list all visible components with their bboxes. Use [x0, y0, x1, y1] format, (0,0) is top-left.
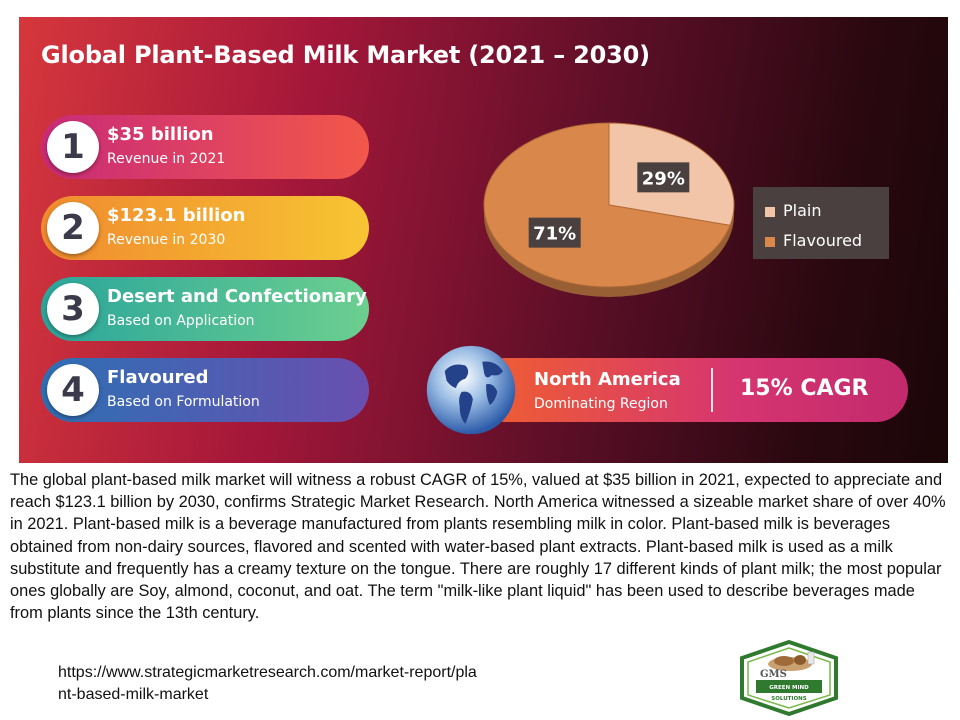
- source-link[interactable]: https://www.strategicmarketresearch.com/…: [58, 664, 477, 703]
- pie-data-label: 71%: [528, 217, 581, 248]
- highlight-value: $123.1 billion: [107, 205, 246, 226]
- legend-swatch-plain: [765, 206, 775, 217]
- highlight-number: 4: [47, 364, 99, 416]
- highlight-value: $35 billion: [107, 124, 214, 145]
- highlight-formulation: 4 Flavoured Based on Formulation: [41, 358, 369, 422]
- globe-icon: [426, 345, 516, 435]
- description-paragraph: The global plant-based milk market will …: [10, 471, 946, 623]
- highlight-revenue-2030: 2 $123.1 billion Revenue in 2030: [41, 196, 369, 260]
- gms-logo: GMS GREEN MIND SOLUTIONS: [740, 640, 838, 716]
- infographic-title: Global Plant-Based Milk Market (2021 – 2…: [41, 41, 650, 69]
- highlight-label: Based on Application: [107, 313, 255, 329]
- legend-item-plain: Plain: [765, 201, 821, 220]
- highlight-number: 1: [47, 121, 99, 173]
- infographic-panel: Global Plant-Based Milk Market (2021 – 2…: [19, 17, 948, 463]
- pie-data-label: 29%: [637, 162, 690, 193]
- pie-chart: 29% 71%: [483, 122, 735, 297]
- svg-text:71%: 71%: [533, 224, 576, 245]
- svg-text:GREEN MIND: GREEN MIND: [769, 685, 809, 691]
- legend-swatch-flavoured: [765, 236, 775, 247]
- highlight-label: Revenue in 2030: [107, 232, 226, 248]
- highlight-number: 3: [47, 283, 99, 335]
- legend-label: Flavoured: [783, 231, 863, 250]
- cagr-value: 15% CAGR: [740, 376, 869, 401]
- svg-text:GMS: GMS: [760, 669, 787, 680]
- divider: [711, 368, 713, 412]
- region-label: Dominating Region: [534, 396, 668, 412]
- highlight-value: Desert and Confectionary: [107, 286, 367, 307]
- legend-label: Plain: [783, 201, 822, 220]
- chart-legend: Plain Flavoured: [753, 187, 889, 259]
- region-name: North America: [534, 369, 681, 390]
- svg-text:29%: 29%: [642, 168, 685, 189]
- highlight-label: Revenue in 2021: [107, 151, 226, 167]
- region-banner: North America Dominating Region 15% CAGR: [474, 358, 908, 422]
- svg-text:SOLUTIONS: SOLUTIONS: [771, 696, 806, 702]
- highlight-application: 3 Desert and Confectionary Based on Appl…: [41, 277, 369, 341]
- legend-item-flavoured: Flavoured: [765, 231, 862, 250]
- highlight-value: Flavoured: [107, 367, 209, 388]
- highlight-revenue-2021: 1 $35 billion Revenue in 2021: [41, 115, 369, 179]
- highlight-label: Based on Formulation: [107, 394, 260, 410]
- highlight-number: 2: [47, 202, 99, 254]
